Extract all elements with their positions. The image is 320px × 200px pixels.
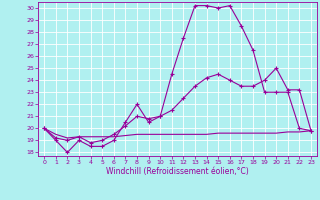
X-axis label: Windchill (Refroidissement éolien,°C): Windchill (Refroidissement éolien,°C)	[106, 167, 249, 176]
